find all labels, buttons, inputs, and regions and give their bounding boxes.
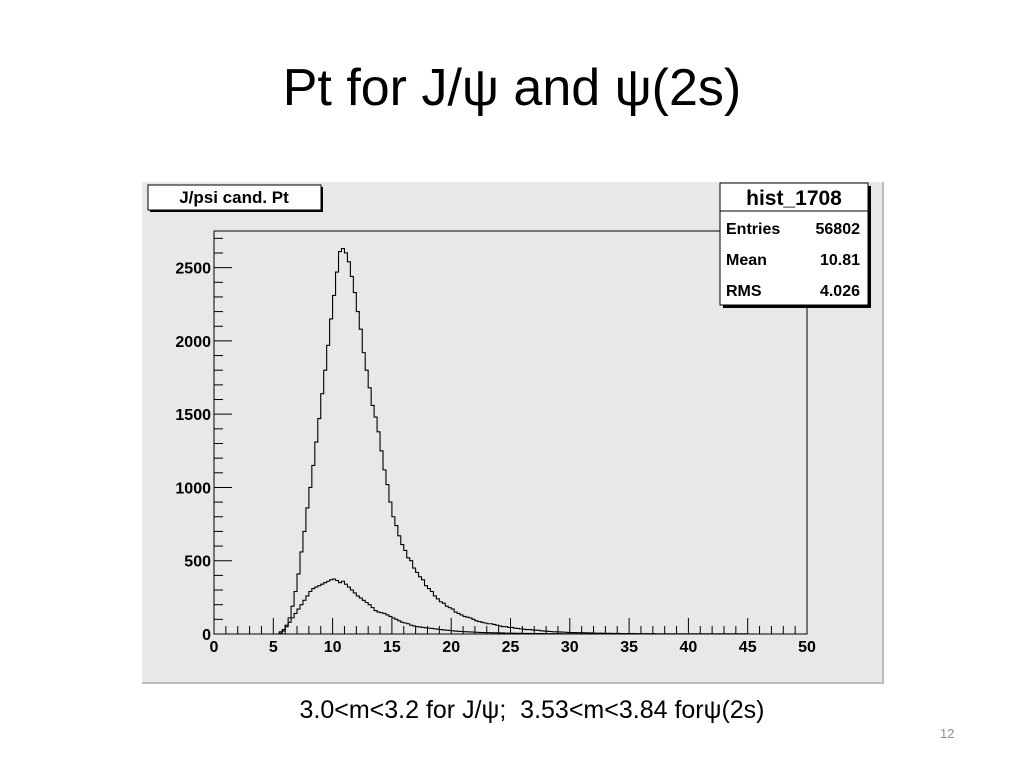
x-tick-label: 5 <box>269 639 278 656</box>
slide-title: Pt for J/ψ and ψ(2s) <box>282 59 742 117</box>
stats-box: hist_1708 Entries 56802 Mean 10.81 RMS 4… <box>719 182 871 308</box>
y-tick-label: 500 <box>184 554 211 571</box>
x-tick-label: 30 <box>561 639 579 656</box>
histogram-plot: J/psi cand. Pt 0 5 10 15 20 25 30 35 40 45 5005001… <box>147 182 871 656</box>
x-tick-label: 0 <box>210 639 219 656</box>
stats-entries-value: 56802 <box>816 221 861 238</box>
caption-psi2s-range: 3.53<m<3.84 forψ(2s) <box>506 696 765 724</box>
chart-title: J/psi cand. Pt <box>179 188 289 207</box>
y-tick-label: 1500 <box>175 407 211 424</box>
x-tick-label: 20 <box>442 639 460 656</box>
stats-entries-label: Entries <box>726 221 780 238</box>
y-tick-label: 2000 <box>175 334 211 351</box>
y-tick-label: 2500 <box>175 261 211 278</box>
y-tick-label: 1000 <box>175 480 211 497</box>
histogram-canvas: J/psi cand. Pt 0 5 10 15 20 25 30 35 40 45 50 0 500 1… <box>142 182 884 684</box>
plot-frame <box>213 230 808 635</box>
x-tick-label: 35 <box>620 639 638 656</box>
slide-caption: 3.0<m<3.2 for J/ψ; 3.53<m<3.84 forψ(2s) <box>0 696 1024 725</box>
page-number: 12 <box>940 726 955 741</box>
stats-mean-label: Mean <box>726 252 767 269</box>
stats-rms-value: 4.026 <box>820 283 860 300</box>
x-tick-label: 45 <box>739 639 757 656</box>
y-tick-label: 0 <box>202 627 211 644</box>
stats-mean-value: 10.81 <box>820 252 860 269</box>
stats-rms-label: RMS <box>726 283 762 300</box>
x-tick-label: 25 <box>502 639 520 656</box>
stats-box-name: hist_1708 <box>746 187 842 210</box>
x-tick-label: 50 <box>798 639 816 656</box>
x-tick-label: 40 <box>680 639 698 656</box>
x-tick-label: 15 <box>383 639 401 656</box>
stats-box-frame <box>719 182 869 306</box>
x-tick-label: 10 <box>324 639 342 656</box>
caption-jpsi-range: 3.0<m<3.2 for J/ψ; <box>299 696 507 724</box>
chart-title-box <box>147 184 322 211</box>
histogram-series-2 <box>214 578 807 635</box>
